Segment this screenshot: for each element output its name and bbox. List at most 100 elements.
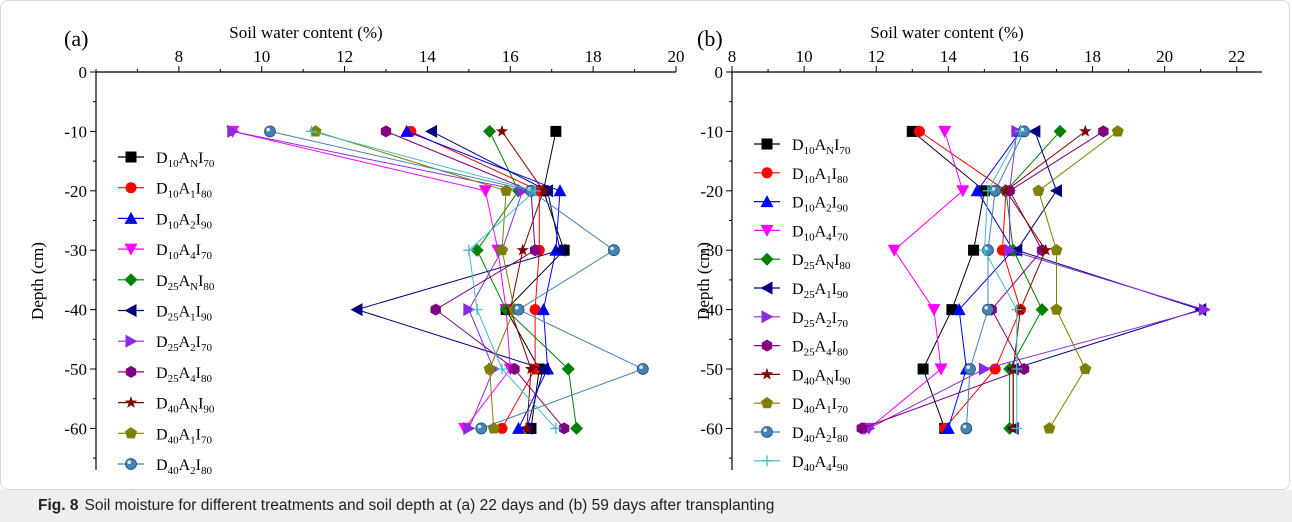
legend-marker xyxy=(761,310,774,324)
series-group xyxy=(978,125,1026,434)
x-tick-label: 18 xyxy=(585,47,602,66)
series-group xyxy=(941,124,1027,434)
series-group xyxy=(305,125,562,434)
sphere-highlight xyxy=(477,424,482,429)
legend-marker xyxy=(125,182,137,194)
data-point xyxy=(499,303,513,317)
y-tick-label: -30 xyxy=(700,241,723,260)
data-point xyxy=(495,124,509,137)
legend-marker xyxy=(760,367,774,380)
legend-marker xyxy=(761,138,773,150)
data-point xyxy=(1098,125,1109,138)
data-point xyxy=(524,362,538,375)
series-line xyxy=(965,131,1025,429)
series-line xyxy=(947,131,1021,429)
data-point xyxy=(470,243,484,257)
data-point xyxy=(1018,363,1030,376)
data-point xyxy=(570,421,584,435)
data-point xyxy=(483,362,496,375)
y-tick-label: -20 xyxy=(700,182,723,201)
series-line xyxy=(355,130,561,429)
data-point xyxy=(1198,303,1211,317)
data-point xyxy=(968,244,980,256)
data-point xyxy=(305,125,317,137)
y-tick-label: 0 xyxy=(79,63,88,82)
data-point xyxy=(496,243,508,256)
x-tick-label: 12 xyxy=(336,47,353,66)
data-point xyxy=(906,125,918,137)
data-point xyxy=(1079,362,1092,375)
data-point xyxy=(1079,124,1092,137)
data-point xyxy=(999,184,1013,197)
y-tick-label: -10 xyxy=(700,122,723,141)
data-point xyxy=(400,124,414,137)
data-point xyxy=(553,243,566,257)
series-group xyxy=(309,125,521,434)
series-line xyxy=(983,131,1021,429)
legend-entry: D40A1I70 xyxy=(792,396,848,416)
figure-frame xyxy=(0,0,1290,490)
caption-text: Soil moisture for different treatments a… xyxy=(84,497,775,514)
sphere-highlight xyxy=(991,187,996,191)
series-group xyxy=(863,124,1211,435)
legend: D10ANI70 D10A1I80 D10A2I90 D10A4I70 D25ANI80… xyxy=(754,137,851,474)
series-line xyxy=(410,130,540,429)
data-point xyxy=(982,185,994,197)
data-point xyxy=(1032,184,1045,196)
series-line xyxy=(1005,130,1086,429)
legend-entry: D25A1I90 xyxy=(156,304,212,324)
sphere-highlight xyxy=(266,127,271,132)
y-tick-label: -50 xyxy=(700,360,723,379)
x-axis-title: Soil water content (%) xyxy=(870,23,1023,42)
x-tick-label: 16 xyxy=(1012,47,1029,66)
legend-entry: D40A1I70 xyxy=(156,426,212,446)
data-point xyxy=(478,185,492,198)
data-point xyxy=(1111,125,1124,137)
legend-marker xyxy=(761,339,773,352)
sphere-highlight xyxy=(962,424,967,429)
data-point xyxy=(887,244,901,257)
data-point xyxy=(989,363,1001,375)
data-point xyxy=(553,184,567,197)
data-point xyxy=(550,125,562,137)
y-tick-label: -40 xyxy=(700,301,723,320)
sphere-highlight xyxy=(610,246,614,251)
x-tick-label: 12 xyxy=(868,47,885,66)
data-point xyxy=(430,303,441,316)
data-point xyxy=(561,362,575,376)
data-point xyxy=(227,124,240,138)
data-point xyxy=(964,363,976,375)
data-point xyxy=(471,304,483,316)
data-point xyxy=(380,125,392,138)
series-group xyxy=(380,125,570,435)
sphere-highlight xyxy=(984,306,988,310)
data-point xyxy=(934,363,948,376)
data-point xyxy=(425,124,438,138)
y-tick-label: -40 xyxy=(64,301,87,320)
y-tick-label: -50 xyxy=(64,360,87,379)
legend-entry: D10A1I80 xyxy=(792,166,848,186)
data-point xyxy=(1035,303,1049,317)
legend-entry: D10ANI70 xyxy=(792,137,851,157)
data-point xyxy=(1011,422,1023,434)
data-point xyxy=(1049,184,1062,198)
sphere-highlight xyxy=(639,365,643,370)
series-line xyxy=(861,130,1104,429)
series-line xyxy=(232,130,511,429)
legend-marker xyxy=(124,273,138,287)
data-point xyxy=(978,362,991,376)
y-tick-label: -60 xyxy=(64,419,87,438)
series-line xyxy=(501,131,544,429)
legend-marker xyxy=(125,334,138,348)
data-point xyxy=(927,304,941,317)
figure-caption: Fig. 8 Soil moisture for different treatm… xyxy=(38,497,774,515)
legend-entry: D25A4I80 xyxy=(156,365,212,385)
data-point xyxy=(960,422,973,435)
data-point xyxy=(1039,243,1052,256)
x-tick-label: 20 xyxy=(668,47,685,66)
series-line xyxy=(1037,130,1119,429)
legend-entry: D10A2I90 xyxy=(792,195,848,215)
data-point xyxy=(463,244,475,256)
series-line xyxy=(311,130,557,429)
data-point xyxy=(1014,125,1026,137)
